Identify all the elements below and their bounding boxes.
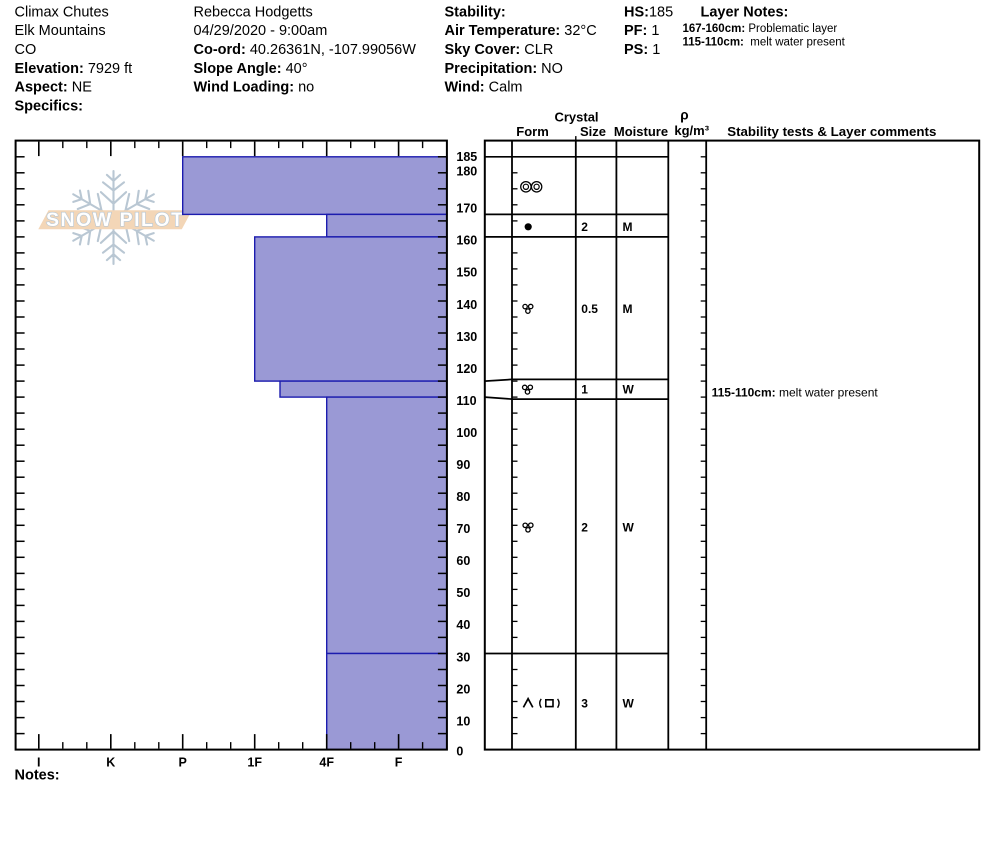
svg-text:185: 185 [456,150,477,164]
svg-text:0.5: 0.5 [581,302,598,316]
svg-text:120: 120 [456,362,477,376]
svg-text:2: 2 [581,521,588,535]
svg-text:70: 70 [456,522,470,536]
svg-text:04/29/2020 - 9:00am: 04/29/2020 - 9:00am [194,23,328,39]
svg-text:HS:185: HS:185 [624,4,673,20]
svg-text:CO: CO [15,42,37,58]
svg-text:SNOW PILOT: SNOW PILOT [46,209,185,231]
svg-text:30: 30 [456,650,470,664]
svg-text:Stability tests & Layer commen: Stability tests & Layer comments [727,124,936,139]
svg-text:kg/m³: kg/m³ [674,123,709,138]
svg-text:PS: 1: PS: 1 [624,42,660,58]
svg-text:115-110cm: melt water present: 115-110cm: melt water present [683,37,846,49]
svg-text:0: 0 [456,744,463,758]
svg-text:Rebecca Hodgetts: Rebecca Hodgetts [194,4,313,20]
svg-text:130: 130 [456,330,477,344]
svg-text:Moisture: Moisture [614,124,668,139]
svg-text:Sky Cover: CLR: Sky Cover: CLR [445,42,554,58]
svg-text:4F: 4F [319,755,334,769]
svg-text:90: 90 [456,458,470,472]
svg-text:180: 180 [456,165,477,179]
svg-text:110: 110 [456,394,476,408]
svg-text:1: 1 [581,383,588,397]
svg-text:W: W [623,696,635,710]
svg-text:2: 2 [581,220,588,234]
svg-text:Elk Mountains: Elk Mountains [15,23,106,39]
svg-text:Stability:: Stability: [445,4,506,20]
svg-text:Slope Angle: 40°: Slope Angle: 40° [194,61,308,77]
svg-text:ρ: ρ [680,108,688,123]
svg-text:Crystal: Crystal [554,109,598,124]
svg-text:115-110cm: melt water present: 115-110cm: melt water present [712,385,879,399]
svg-text:100: 100 [456,426,477,440]
svg-text:Form: Form [516,124,549,139]
svg-text:Layer Notes:: Layer Notes: [701,4,789,20]
svg-text:W: W [623,521,635,535]
svg-text:Elevation: 7929 ft: Elevation: 7929 ft [15,61,133,77]
svg-text:W: W [623,383,635,397]
svg-text:Aspect: NE: Aspect: NE [15,80,93,96]
svg-text:1F: 1F [247,755,262,769]
svg-text:Wind Loading: no: Wind Loading: no [194,80,315,96]
svg-text:167-160cm: Problematic layer: 167-160cm: Problematic layer [683,23,838,35]
svg-text:10: 10 [456,714,470,728]
svg-text:150: 150 [456,266,477,280]
svg-text:M: M [623,302,633,316]
svg-text:170: 170 [456,202,477,216]
svg-text:F: F [395,755,403,769]
svg-text:M: M [623,220,633,234]
svg-text:60: 60 [456,554,470,568]
svg-text:20: 20 [456,682,470,696]
svg-text:Notes:: Notes: [15,767,60,783]
svg-text:Size: Size [580,124,606,139]
svg-text:K: K [106,755,115,769]
svg-text:Precipitation: NO: Precipitation: NO [445,61,563,77]
svg-text:80: 80 [456,490,470,504]
svg-text:40: 40 [456,618,470,632]
svg-text:50: 50 [456,586,470,600]
svg-text:Air Temperature: 32°C: Air Temperature: 32°C [445,23,597,39]
svg-text:PF: 1: PF: 1 [624,23,659,39]
svg-text:160: 160 [456,234,477,248]
svg-text:I: I [37,755,40,769]
svg-text:Specifics:: Specifics: [15,98,84,114]
svg-text:Co-ord: 40.26361N, -107.99056W: Co-ord: 40.26361N, -107.99056W [194,42,417,58]
svg-text:140: 140 [456,298,477,312]
svg-text:3: 3 [581,696,588,710]
svg-text:Climax Chutes: Climax Chutes [15,4,109,20]
svg-text:P: P [179,755,187,769]
svg-text:Wind: Calm: Wind: Calm [445,80,523,96]
